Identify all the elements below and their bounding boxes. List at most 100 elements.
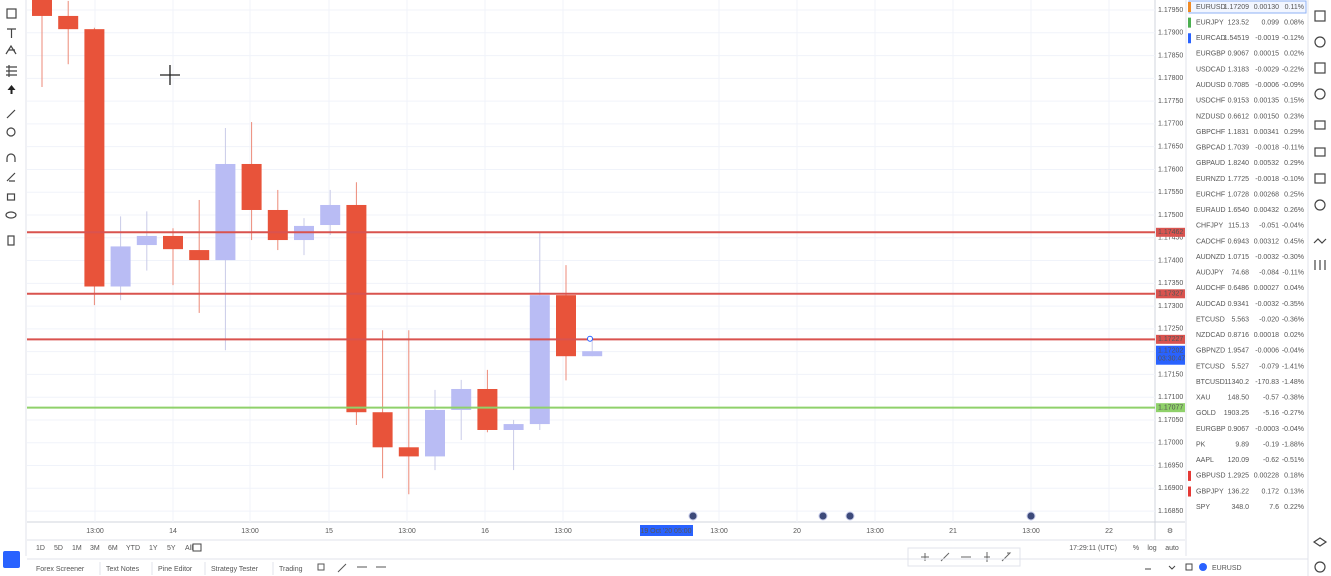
tool-pattern[interactable]	[5, 44, 17, 55]
y-tick-label: 1.17250	[1158, 326, 1183, 333]
row-symbol[interactable]: CHFJPY	[1196, 223, 1224, 230]
row-symbol[interactable]: USDCHF	[1196, 98, 1225, 105]
row-symbol[interactable]: EURGBP	[1196, 51, 1226, 58]
range-button[interactable]: 1Y	[149, 545, 158, 552]
range-button[interactable]: 3M	[90, 545, 100, 552]
row-symbol[interactable]: GBPAUD	[1196, 160, 1225, 167]
row-symbol[interactable]: AUDNZD	[1196, 254, 1225, 261]
row-symbol[interactable]: EURUSD	[1196, 4, 1226, 11]
row-symbol[interactable]: PK	[1196, 441, 1206, 448]
range-button[interactable]: YTD	[126, 545, 140, 552]
bottom-tab[interactable]: Pine Editor	[158, 566, 193, 573]
row-last: 1.0715	[1228, 254, 1250, 261]
compare-icon[interactable]	[192, 543, 202, 552]
row-symbol[interactable]: GBPCHF	[1196, 129, 1225, 136]
row-symbol[interactable]: SPY	[1196, 504, 1210, 511]
tool-zoom[interactable]	[6, 127, 16, 137]
row-symbol[interactable]: GBPCAD	[1196, 145, 1226, 152]
row-symbol[interactable]: BTCUSD	[1196, 379, 1225, 386]
event-marker[interactable]	[818, 511, 828, 521]
row-symbol[interactable]: GOLD	[1196, 410, 1216, 417]
icon-help[interactable]	[1314, 561, 1326, 573]
icon-ideas[interactable]	[1314, 88, 1326, 100]
row-flag	[1188, 17, 1191, 28]
icon-streams[interactable]	[1314, 147, 1326, 157]
tab-tools[interactable]	[317, 563, 386, 573]
candle-body	[267, 209, 288, 241]
tool-eye[interactable]	[5, 211, 17, 219]
icon-watchlist[interactable]	[1314, 10, 1326, 22]
tool-lock[interactable]	[6, 193, 16, 201]
tool-trash[interactable]	[7, 235, 15, 246]
range-button[interactable]: 5Y	[167, 545, 176, 552]
row-symbol[interactable]: EURGBP	[1196, 426, 1226, 433]
event-marker[interactable]	[1026, 511, 1036, 521]
row-symbol[interactable]: EURNZD	[1196, 176, 1225, 183]
row-symbol[interactable]: AUDCHF	[1196, 285, 1225, 292]
drawing-tool[interactable]	[984, 552, 990, 562]
row-symbol[interactable]: AUDJPY	[1196, 270, 1224, 277]
tool-cursor[interactable]	[7, 85, 16, 94]
row-symbol[interactable]: GBPNZD	[1196, 348, 1225, 355]
tool-draw[interactable]	[6, 172, 16, 182]
tool-rect[interactable]	[6, 8, 17, 19]
icon-chat[interactable]	[1314, 120, 1326, 130]
event-marker[interactable]	[845, 511, 855, 521]
y-tick-label: 1.16950	[1158, 462, 1183, 469]
row-symbol[interactable]: CADCHF	[1196, 238, 1225, 245]
symbol-flag	[1199, 563, 1207, 571]
range-button[interactable]: 6M	[108, 545, 118, 552]
bottom-tab[interactable]: Strategy Tester	[211, 566, 259, 573]
icon-alerts[interactable]	[1314, 36, 1326, 48]
row-symbol[interactable]: ETCUSD	[1196, 363, 1225, 370]
bottom-tab[interactable]: Trading	[279, 566, 303, 573]
tool-ruler[interactable]	[6, 109, 16, 119]
tool-fib[interactable]	[6, 65, 17, 77]
row-symbol[interactable]: GBPJPY	[1196, 488, 1224, 495]
tool-text[interactable]	[7, 28, 16, 38]
drawing-tool[interactable]	[940, 552, 950, 562]
range-button[interactable]: 1M	[72, 545, 82, 552]
candle-body	[110, 246, 131, 287]
row-symbol[interactable]: ETCUSD	[1196, 316, 1225, 323]
x-tick-label: 15	[325, 528, 333, 535]
range-button[interactable]: 1D	[36, 545, 45, 552]
scale-button[interactable]: %	[1133, 545, 1139, 552]
range-button[interactable]: All	[185, 545, 193, 552]
row-symbol[interactable]: NZDUSD	[1196, 113, 1225, 120]
icon-calendar[interactable]	[1314, 62, 1326, 74]
row-symbol[interactable]: AUDCAD	[1196, 301, 1226, 308]
bottom-tab[interactable]: Forex Screener	[36, 566, 85, 573]
icon-notifications[interactable]	[1314, 199, 1326, 211]
row-symbol[interactable]: AAPL	[1196, 457, 1214, 464]
row-symbol[interactable]: EURCHF	[1196, 191, 1225, 198]
window-controls[interactable]	[1145, 563, 1193, 571]
row-flag	[1188, 2, 1191, 12]
row-symbol[interactable]: NZDCAD	[1196, 332, 1225, 339]
scale-button[interactable]: log	[1147, 545, 1156, 552]
row-change-pct: -1.48%	[1282, 379, 1304, 386]
row-symbol[interactable]: GBPUSD	[1196, 473, 1226, 480]
row-last: 1.2925	[1228, 473, 1250, 480]
range-button[interactable]: 5D	[54, 545, 63, 552]
left-toolbar	[3, 0, 27, 568]
row-symbol[interactable]: AUDUSD	[1196, 82, 1226, 89]
row-symbol[interactable]: XAU	[1196, 395, 1210, 402]
star-button[interactable]	[3, 551, 20, 568]
price-handle[interactable]	[587, 335, 593, 342]
tool-magnet[interactable]	[6, 153, 16, 162]
icon-layers[interactable]	[1312, 537, 1328, 547]
scale-button[interactable]: auto	[1165, 545, 1179, 552]
row-symbol[interactable]: EURAUD	[1196, 207, 1226, 214]
bottom-tab[interactable]: Text Notes	[106, 566, 140, 573]
row-symbol[interactable]: EURJPY	[1196, 19, 1224, 26]
row-symbol[interactable]: EURCAD	[1196, 35, 1226, 42]
icon-chart[interactable]	[1313, 238, 1327, 244]
icon-calendar2[interactable]	[1314, 173, 1326, 184]
drawing-tool[interactable]	[921, 553, 929, 561]
candle-body	[163, 235, 183, 250]
row-symbol[interactable]: USDCAD	[1196, 66, 1226, 73]
drawing-tool[interactable]	[1001, 552, 1012, 562]
event-marker[interactable]	[688, 511, 698, 521]
icon-settings[interactable]	[1314, 260, 1326, 270]
